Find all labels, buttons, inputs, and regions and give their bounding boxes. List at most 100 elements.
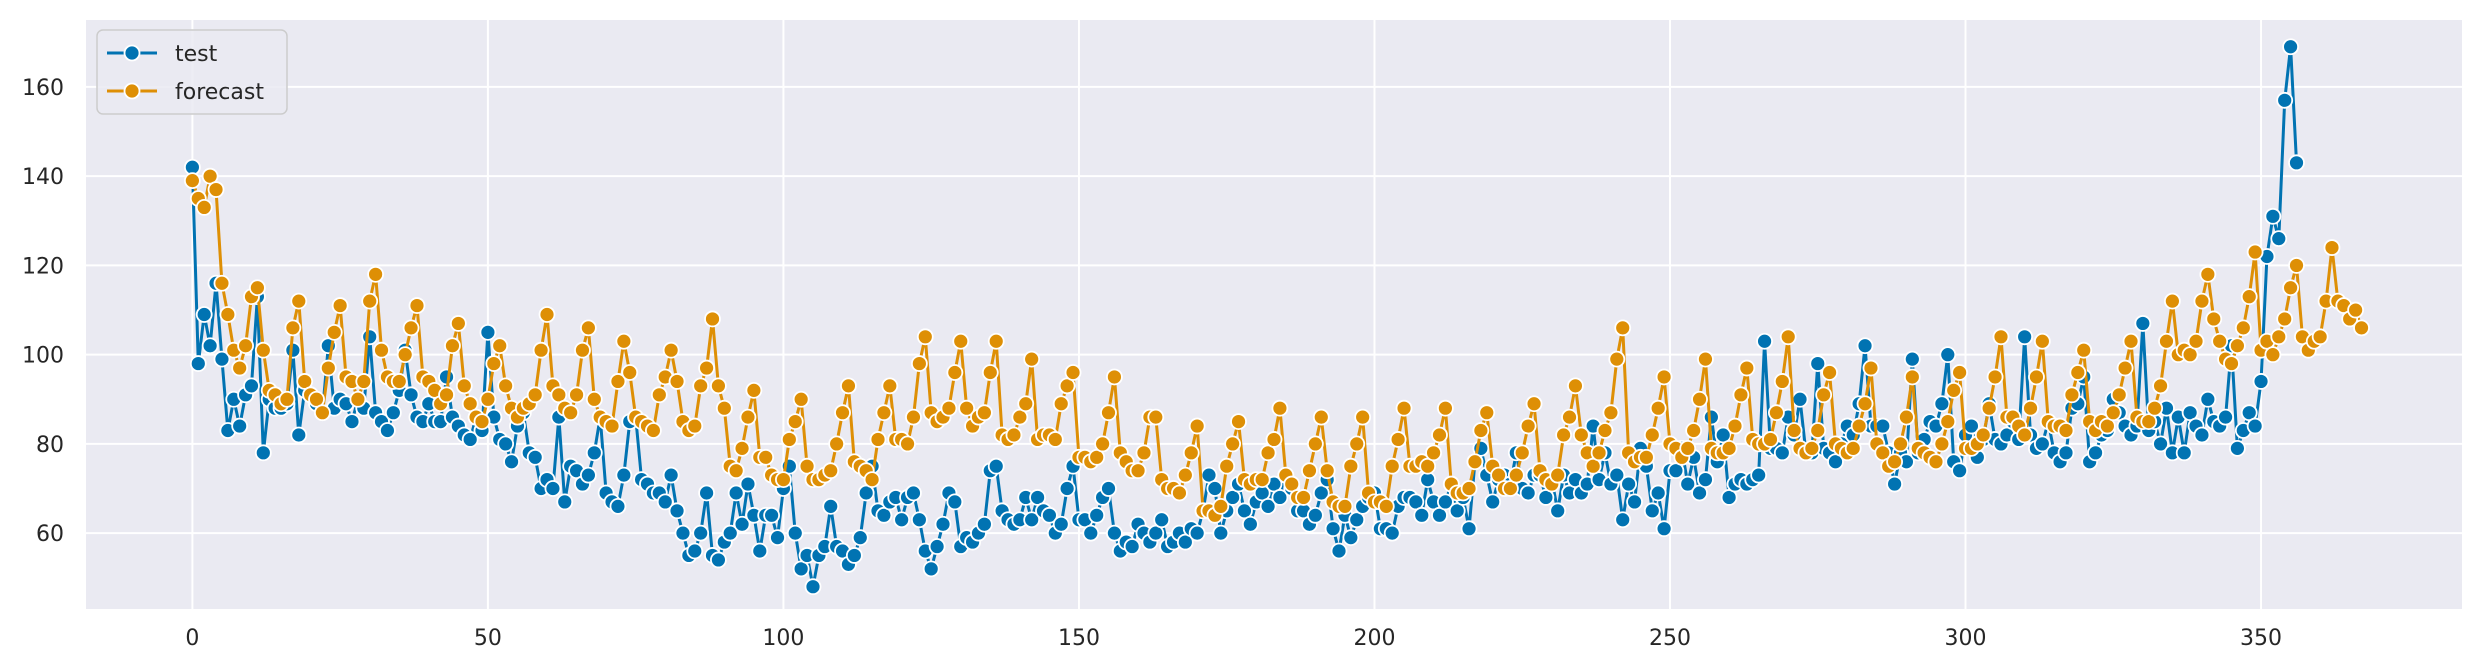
data-point bbox=[2104, 404, 2122, 422]
data-point bbox=[1046, 431, 1064, 448]
data-point bbox=[207, 181, 225, 198]
data-point bbox=[875, 404, 893, 422]
data-point bbox=[526, 448, 544, 466]
data-point bbox=[1738, 359, 1756, 377]
data-point bbox=[1466, 453, 1484, 471]
data-point bbox=[1620, 475, 1638, 493]
data-point bbox=[869, 431, 887, 448]
data-point bbox=[1850, 417, 1868, 435]
data-point bbox=[1484, 493, 1502, 511]
data-point bbox=[1791, 390, 1809, 408]
data-point bbox=[1342, 457, 1360, 475]
data-point bbox=[1377, 497, 1395, 515]
data-point bbox=[1933, 395, 1951, 413]
data-point bbox=[2228, 337, 2246, 355]
data-point bbox=[1525, 395, 1543, 413]
data-point bbox=[2223, 355, 2240, 372]
x-tick-label: 300 bbox=[1945, 626, 1987, 651]
data-point bbox=[851, 529, 869, 547]
data-point bbox=[254, 444, 272, 462]
data-point bbox=[656, 493, 674, 511]
data-point bbox=[568, 386, 585, 404]
data-point bbox=[621, 364, 639, 381]
data-point bbox=[1679, 475, 1697, 493]
data-point bbox=[444, 337, 461, 355]
x-tick-label: 250 bbox=[1649, 626, 1691, 651]
data-point bbox=[1773, 373, 1791, 390]
data-point bbox=[248, 279, 266, 297]
data-point bbox=[2264, 346, 2282, 364]
data-point bbox=[195, 306, 213, 323]
data-point bbox=[757, 448, 775, 466]
data-point bbox=[290, 426, 308, 444]
data-point bbox=[1602, 404, 1620, 422]
data-point bbox=[1643, 502, 1661, 520]
data-point bbox=[1608, 350, 1626, 368]
x-tick-label: 200 bbox=[1353, 626, 1395, 651]
data-point bbox=[2063, 386, 2081, 404]
data-point bbox=[243, 377, 260, 395]
data-point bbox=[1608, 466, 1626, 484]
data-point bbox=[479, 390, 497, 408]
data-point bbox=[615, 466, 633, 484]
data-point bbox=[1088, 506, 1106, 524]
data-point bbox=[532, 341, 550, 359]
data-point bbox=[2075, 341, 2093, 359]
data-point bbox=[1614, 319, 1632, 337]
data-point bbox=[1354, 408, 1372, 426]
data-point bbox=[1318, 462, 1336, 480]
data-point bbox=[1437, 493, 1454, 511]
data-point bbox=[2234, 319, 2252, 337]
data-point bbox=[585, 390, 603, 408]
data-point bbox=[1886, 453, 1903, 471]
data-point bbox=[727, 484, 745, 502]
data-point bbox=[349, 390, 367, 408]
data-point bbox=[1330, 542, 1348, 560]
data-point bbox=[987, 332, 1005, 350]
data-point bbox=[319, 359, 337, 377]
data-point bbox=[2276, 91, 2294, 109]
data-point bbox=[916, 328, 934, 346]
data-point bbox=[668, 373, 686, 390]
data-point bbox=[1005, 426, 1023, 444]
data-point bbox=[574, 341, 591, 359]
data-point bbox=[975, 404, 993, 422]
data-point bbox=[1945, 381, 1963, 399]
data-point bbox=[2264, 207, 2282, 225]
data-point bbox=[905, 484, 922, 502]
data-point bbox=[2187, 332, 2205, 350]
data-point bbox=[1685, 422, 1703, 439]
data-point bbox=[2016, 426, 2034, 444]
legend-marker bbox=[123, 44, 141, 62]
data-point bbox=[1903, 350, 1921, 368]
data-point bbox=[213, 274, 231, 292]
y-tick-label: 140 bbox=[22, 165, 64, 190]
data-point bbox=[2122, 332, 2140, 350]
data-point bbox=[579, 319, 597, 337]
data-point bbox=[379, 422, 396, 439]
data-point bbox=[834, 404, 851, 422]
data-point bbox=[544, 480, 562, 497]
data-point bbox=[290, 292, 308, 310]
data-point bbox=[1519, 417, 1537, 435]
data-point bbox=[763, 506, 781, 524]
data-point bbox=[237, 337, 254, 355]
data-point bbox=[2240, 288, 2258, 306]
data-point bbox=[1951, 462, 1969, 480]
data-point bbox=[1856, 337, 1874, 355]
data-point bbox=[910, 355, 928, 372]
data-point bbox=[1425, 444, 1442, 462]
data-point bbox=[231, 359, 249, 377]
data-point bbox=[981, 364, 999, 381]
data-point bbox=[1567, 377, 1584, 395]
data-point bbox=[1348, 435, 1366, 453]
data-point bbox=[1023, 511, 1041, 529]
legend-box bbox=[96, 29, 288, 115]
data-point bbox=[2146, 399, 2164, 417]
data-point bbox=[2270, 230, 2288, 248]
data-point bbox=[219, 306, 237, 323]
data-point bbox=[2246, 243, 2264, 261]
data-point bbox=[1809, 355, 1827, 372]
data-point bbox=[2193, 292, 2211, 310]
data-point bbox=[1094, 435, 1111, 453]
